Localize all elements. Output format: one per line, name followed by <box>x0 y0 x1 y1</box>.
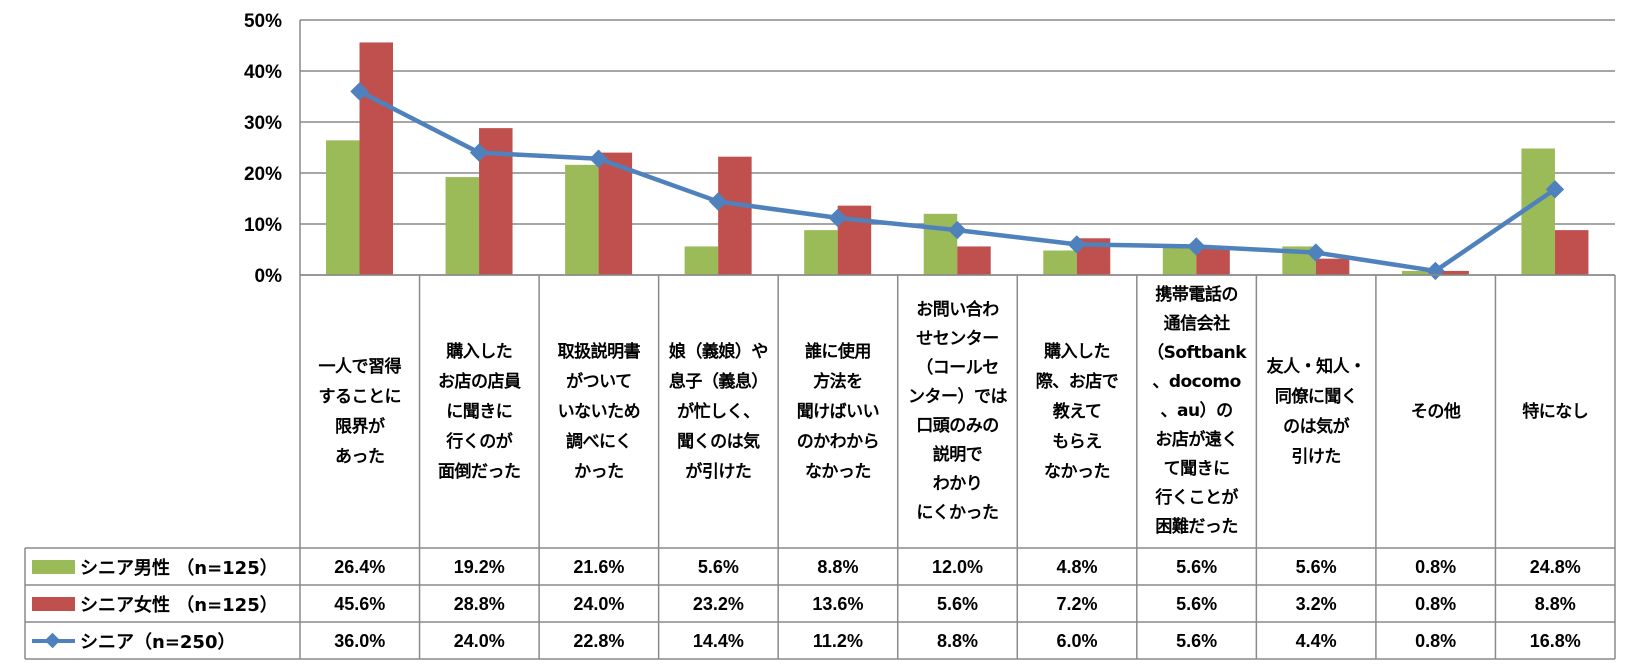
category-label: お問い合わ せセンター （コールセ ンター）では 口頭のみの 説明で わかり に… <box>907 299 1007 523</box>
table-cell: 5.6% <box>936 593 978 614</box>
y-axis-ticks: 0% 10% 20% 30% 40% 50% <box>244 11 282 287</box>
table-cell: 22.8% <box>573 630 625 651</box>
table-cell: 5.6% <box>1176 630 1218 651</box>
table-cell: 0.8% <box>1415 630 1457 651</box>
table-cell: 6.0% <box>1056 630 1098 651</box>
category-label: 一人で習得 することに 限界が あった <box>318 356 402 467</box>
table-cell: 0.8% <box>1415 593 1457 614</box>
line-marker <box>1545 180 1565 199</box>
legend-row-male: シニア男性 （n=125） <box>26 549 299 585</box>
table-cell: 0.8% <box>1415 556 1457 577</box>
bar-male <box>565 164 599 275</box>
bar-male <box>1521 148 1555 275</box>
bar-male <box>923 213 958 275</box>
bar-female <box>1196 246 1230 275</box>
table-cell: 12.0% <box>931 556 983 577</box>
legend-label-female: シニア女性 （n=125） <box>80 595 278 616</box>
table-cell: 5.6% <box>697 556 739 577</box>
bar-male <box>445 177 480 275</box>
table-cell: 4.8% <box>1056 556 1098 577</box>
bars <box>326 42 1589 275</box>
table-cell: 4.4% <box>1295 630 1337 651</box>
line-marker <box>1067 235 1086 254</box>
bar-male <box>684 246 719 275</box>
category-label: 特になし <box>1522 401 1589 422</box>
category-label: 購入した 際、お店で 教えて もらえ なかった <box>1035 341 1119 482</box>
table-cell: 36.0% <box>334 630 386 651</box>
bar-male <box>1162 246 1197 275</box>
category-label: 友人・知人・ 同僚に聞く のは気が 引けた <box>1266 356 1366 467</box>
line-marker <box>1306 243 1326 262</box>
table-cell: 24.8% <box>1529 556 1581 577</box>
table-cell: 26.4% <box>334 556 386 577</box>
table-cell: 5.6% <box>1176 593 1218 614</box>
y-tick-label: 50% <box>244 11 282 32</box>
legend-row-total: シニア（n=250） <box>26 623 299 659</box>
bar-male <box>326 140 360 275</box>
y-tick-label: 10% <box>244 215 282 236</box>
table-cell: 24.0% <box>573 593 625 614</box>
line-marker <box>1187 237 1206 256</box>
bar-female <box>598 152 633 275</box>
table-cell: 11.2% <box>812 630 863 651</box>
table-cell: 13.6% <box>812 593 864 614</box>
line-marker <box>589 149 608 168</box>
table-cell: 14.4% <box>692 630 744 651</box>
bar-female <box>1315 258 1350 275</box>
category-label: その他 <box>1410 401 1461 422</box>
line-marker <box>708 192 728 211</box>
table-cell: 8.8% <box>817 556 859 577</box>
table-cell: 45.6% <box>334 593 386 614</box>
y-tick-label: 0% <box>255 266 283 287</box>
legend-label-total: シニア（n=250） <box>80 632 236 653</box>
table-cell: 19.2% <box>453 556 505 577</box>
legend-line-marker-icon <box>32 632 75 649</box>
table-cell: 8.8% <box>936 630 978 651</box>
table-cell: 23.2% <box>692 593 744 614</box>
bar-female <box>718 156 752 275</box>
bar-male <box>804 230 838 275</box>
line-marker <box>350 82 369 101</box>
category-label: 購入した お店の店員 に聞きに 行くのが 面倒だった <box>438 341 521 482</box>
bar-female <box>1554 230 1589 275</box>
legend-swatch-male <box>32 560 75 574</box>
table-cell: 5.6% <box>1176 556 1218 577</box>
table-cell: 24.0% <box>453 630 505 651</box>
table-cell: 3.2% <box>1295 593 1337 614</box>
bar-female <box>957 246 991 275</box>
bar-female <box>1435 270 1469 275</box>
category-label: 誰に使用 方法を 聞けばいい のかわから なかった <box>796 341 880 482</box>
line-marker <box>828 208 847 228</box>
y-tick-label: 30% <box>244 113 282 134</box>
legend-swatch-female <box>32 597 75 611</box>
legend-label-male: シニア男性 （n=125） <box>80 558 278 579</box>
table-cell: 7.2% <box>1056 593 1098 614</box>
y-tick-label: 40% <box>244 62 282 83</box>
bar-male <box>1043 250 1077 275</box>
category-label: 娘（義娘）や 息子（義息） が忙しく、 聞くのは気 が引けた <box>668 341 768 482</box>
table-cell: 8.8% <box>1534 593 1576 614</box>
table-cell: 28.8% <box>453 593 505 614</box>
line-marker <box>469 143 489 162</box>
category-label: 携帯電話の 通信会社 （Softbank 、docomo 、au）の お店が遠く… <box>1147 285 1247 537</box>
category-label: 取扱説明書 がついて いないため 調べにく かった <box>557 341 641 482</box>
y-tick-label: 20% <box>244 164 282 185</box>
table-cell: 16.8% <box>1529 630 1581 651</box>
line-marker <box>948 220 967 240</box>
table-cell: 21.6% <box>573 556 625 577</box>
table-cell: 5.6% <box>1295 556 1337 577</box>
data-table-borders <box>24 274 1616 660</box>
legend-row-female: シニア女性 （n=125） <box>26 586 299 622</box>
bar-female <box>359 42 393 275</box>
bar-male <box>1401 270 1436 275</box>
